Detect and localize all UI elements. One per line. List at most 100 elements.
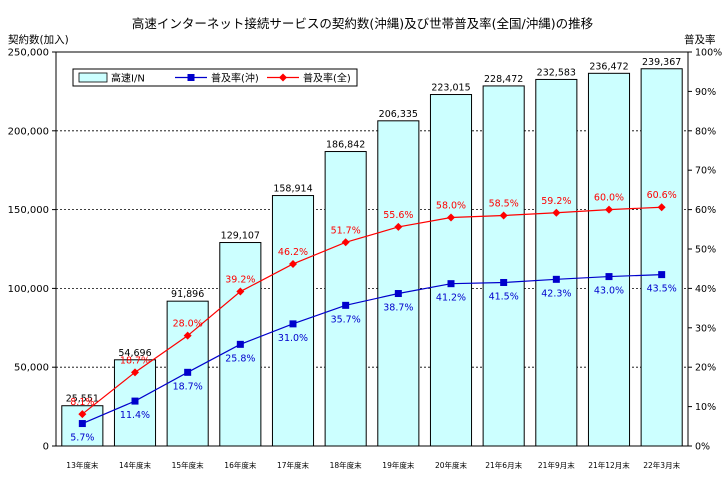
bar-value-label: 228,472 bbox=[484, 74, 523, 85]
bar-value-label: 236,472 bbox=[589, 61, 628, 72]
point-label-national: 58.5% bbox=[489, 199, 519, 210]
point-label-okinawa: 18.7% bbox=[173, 381, 203, 392]
point-national bbox=[657, 203, 666, 212]
point-label-national: 60.0% bbox=[594, 193, 624, 204]
y-tick-label: 200,000 bbox=[8, 126, 49, 137]
point-label-okinawa: 42.3% bbox=[541, 288, 571, 299]
bar-value-label: 223,015 bbox=[431, 83, 470, 94]
x-tick-label: 18年度末 bbox=[330, 460, 363, 470]
x-tick-label: 19年度末 bbox=[382, 460, 415, 470]
point-label-okinawa: 43.0% bbox=[594, 286, 624, 297]
bar bbox=[219, 242, 262, 447]
bar-value-label: 239,367 bbox=[642, 57, 681, 68]
y2-tick-label: 70% bbox=[695, 166, 716, 177]
point-okinawa bbox=[131, 397, 139, 405]
point-okinawa bbox=[236, 340, 244, 348]
chart-title: 高速インターネット接続サービスの契約数(沖縄)及び世帯普及率(全国/沖縄)の推移 bbox=[131, 16, 594, 31]
y-axis-right-label: 普及率 bbox=[684, 34, 716, 46]
point-label-okinawa: 11.4% bbox=[120, 410, 150, 421]
legend-marker-okinawa bbox=[187, 74, 195, 81]
x-tick-label: 21年6月末 bbox=[485, 460, 522, 470]
bar bbox=[429, 94, 473, 447]
legend-label-national: 普及率(全) bbox=[303, 72, 351, 85]
point-okinawa bbox=[447, 280, 455, 288]
bar-value-label: 158,914 bbox=[273, 184, 312, 195]
bar bbox=[587, 72, 631, 447]
legend-label-bars: 高速I/N bbox=[111, 72, 145, 85]
point-label-national: 58.0% bbox=[436, 200, 466, 211]
legend-swatch-bars bbox=[78, 72, 108, 83]
point-label-okinawa: 41.2% bbox=[436, 293, 466, 304]
point-okinawa bbox=[184, 368, 192, 376]
x-tick-label: 14年度末 bbox=[119, 460, 152, 470]
y2-tick-label: 30% bbox=[695, 323, 716, 334]
y2-tick-label: 0% bbox=[695, 442, 710, 453]
bar-value-label: 54,696 bbox=[118, 348, 151, 359]
y-tick-label: 100,000 bbox=[8, 284, 49, 295]
point-national bbox=[131, 368, 139, 377]
x-tick-label: 21年12月末 bbox=[588, 460, 630, 470]
x-tick-label: 15年度末 bbox=[172, 460, 205, 470]
point-national bbox=[394, 222, 403, 231]
y-tick-label: 50,000 bbox=[14, 363, 49, 374]
bar-value-label: 25,551 bbox=[66, 394, 99, 405]
y-axis-left-label: 契約数(加入) bbox=[8, 34, 69, 46]
point-label-national: 46.2% bbox=[278, 247, 308, 258]
line-series-national bbox=[81, 206, 662, 415]
point-national bbox=[447, 213, 455, 222]
point-label-okinawa: 31.0% bbox=[278, 333, 308, 344]
bar bbox=[482, 85, 525, 447]
point-label-okinawa: 38.7% bbox=[383, 303, 413, 314]
legend-marker-national bbox=[279, 73, 287, 82]
x-tick-label: 20年度末 bbox=[435, 460, 468, 470]
point-label-national: 39.2% bbox=[225, 275, 255, 286]
plot-frame bbox=[55, 51, 689, 447]
x-tick-label: 17年度末 bbox=[277, 460, 310, 470]
bar-value-label: 186,842 bbox=[326, 140, 365, 151]
point-national bbox=[341, 238, 350, 247]
y-tick-label: 150,000 bbox=[8, 205, 49, 216]
bar bbox=[535, 78, 578, 447]
point-national bbox=[183, 331, 192, 340]
y2-tick-label: 80% bbox=[695, 126, 716, 137]
point-label-national: 51.7% bbox=[331, 225, 361, 236]
x-tick-label: 22年3月末 bbox=[643, 460, 680, 470]
point-label-national: 8.1% bbox=[70, 397, 94, 408]
point-national bbox=[236, 287, 245, 296]
y2-tick-label: 90% bbox=[695, 87, 716, 98]
point-label-okinawa: 41.5% bbox=[489, 291, 519, 302]
point-okinawa bbox=[394, 290, 402, 298]
point-okinawa bbox=[552, 275, 560, 283]
point-national bbox=[289, 259, 297, 268]
bar bbox=[640, 68, 683, 447]
point-okinawa bbox=[500, 278, 508, 286]
x-tick-label: 13年度末 bbox=[66, 460, 99, 470]
line-series-okinawa bbox=[82, 274, 662, 425]
point-label-national: 28.0% bbox=[173, 319, 203, 330]
legend-box bbox=[72, 68, 358, 87]
point-national bbox=[78, 410, 87, 419]
y2-tick-label: 20% bbox=[695, 363, 716, 374]
point-label-okinawa: 5.7% bbox=[70, 433, 94, 444]
point-label-okinawa: 43.5% bbox=[647, 284, 677, 295]
legend-label-okinawa: 普及率(沖) bbox=[211, 72, 259, 85]
bar-value-label: 206,335 bbox=[379, 109, 418, 120]
y2-tick-label: 100% bbox=[695, 48, 722, 59]
point-okinawa bbox=[289, 320, 297, 328]
point-national bbox=[499, 211, 508, 220]
y-tick-label: 250,000 bbox=[8, 48, 49, 59]
bar bbox=[324, 151, 367, 447]
x-tick-label: 16年度末 bbox=[224, 460, 257, 470]
point-label-national: 18.7% bbox=[120, 355, 150, 366]
x-tick-label: 21年9月末 bbox=[538, 460, 575, 470]
y2-tick-label: 60% bbox=[695, 205, 716, 216]
bar-value-label: 91,896 bbox=[171, 289, 204, 300]
y-tick-label: 0 bbox=[43, 442, 49, 453]
point-label-okinawa: 35.7% bbox=[331, 314, 361, 325]
y2-tick-label: 10% bbox=[695, 402, 716, 413]
bar-value-label: 129,107 bbox=[221, 231, 260, 242]
point-okinawa bbox=[605, 273, 613, 281]
point-label-national: 59.2% bbox=[541, 196, 571, 207]
point-okinawa bbox=[78, 420, 86, 428]
